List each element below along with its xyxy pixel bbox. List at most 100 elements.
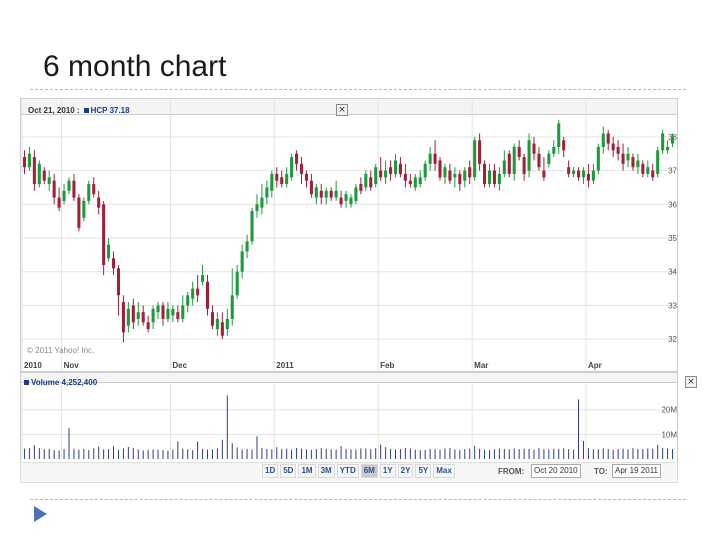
x-tick-label: 2010 [24,361,42,370]
candle-body [418,177,422,185]
candle-body [151,308,155,323]
y-tick-label: 34 [668,268,677,277]
candle-body [285,173,289,185]
date-axis-bar [20,372,678,383]
candle-body [205,281,210,309]
candle-body [136,312,140,319]
range-button-1d[interactable]: 1D [262,464,279,478]
candle-body [651,170,655,178]
candle-body [47,177,51,185]
candle-body [468,167,472,178]
candle-body [77,197,81,228]
candle-body [181,305,185,319]
candle-body [67,180,71,191]
range-button-6m[interactable]: 6M [360,464,378,478]
candle-body [379,170,383,178]
candle-body [319,190,323,198]
candle-body [304,173,308,181]
candle-body [656,150,660,174]
range-button-5d[interactable]: 5D [280,464,297,478]
price-panel-frame [20,98,678,372]
x-tick-label: 2011 [276,361,294,370]
volume-color-icon [24,380,29,385]
candle-body [557,123,561,147]
candle-body [497,173,501,185]
candle-body [329,190,333,198]
y-tick-label: 32 [668,335,677,344]
candle-body [646,167,650,174]
stock-chart-svg: 323334353637382010NovDec2011FebMarApr20M… [20,98,678,483]
y-tick-label: 36 [668,200,677,209]
range-button-2y[interactable]: 2Y [397,464,414,478]
candle-body [567,167,571,174]
candle-body [532,143,536,154]
range-button-ytd[interactable]: YTD [336,464,359,478]
candle-body [72,180,76,198]
quote-date: Oct 21, 2010 : [28,106,80,115]
quote-info: Oct 21, 2010 : HCP 37.18 [28,106,130,115]
volume-label: Volume [31,378,60,387]
candle-body [463,170,467,181]
to-date-input[interactable]: Apr 19 2011 [612,464,661,478]
x-tick-label: Apr [588,361,602,370]
candle-body [448,170,452,181]
range-button-1m[interactable]: 1M [298,464,316,478]
candle-body [527,140,531,171]
candle-body [87,184,91,201]
candle-body [502,160,506,174]
candle-body [581,170,586,178]
close-icon[interactable]: × [336,104,348,116]
candle-body [398,163,402,174]
candle-body [354,187,358,201]
candle-body [339,197,343,205]
candle-body [37,163,41,185]
candle-body [384,170,388,178]
candle-body [107,244,111,259]
candle-body [478,140,482,164]
y-tick-label: 35 [668,234,677,243]
candle-body [27,153,31,168]
top-divider [30,89,686,90]
candle-body [324,190,328,198]
candle-body [636,160,640,168]
candle-body [314,187,318,198]
candle-body [626,153,630,161]
close-volume-icon[interactable]: × [685,376,697,388]
candle-body [606,133,610,144]
candle-body [62,190,66,201]
candle-body [641,163,645,174]
quote-value: HCP 37.18 [90,106,130,115]
candle-body [225,318,229,330]
candle-body [166,308,170,319]
candle-body [334,190,338,198]
candle-body [215,318,219,330]
candle-body [423,163,427,178]
candle-body [97,197,101,208]
candle-body [453,173,457,178]
candle-body [547,153,551,164]
candle-body [220,322,224,336]
candle-body [230,295,234,319]
range-button-3m[interactable]: 3M [317,464,335,478]
candle-body [280,177,284,185]
x-tick-label: Feb [380,361,394,370]
candle-body [670,136,675,144]
candle-body [191,288,195,299]
candle-body [359,184,363,191]
candle-body [255,204,259,212]
candle-body [591,170,595,181]
candle-body [458,173,462,185]
candle-body [102,204,106,265]
candle-body [487,170,492,185]
candle-body [131,305,135,323]
from-date-input[interactable]: Oct 20 2010 [531,464,581,478]
candle-body [562,140,566,151]
range-button-5y[interactable]: 5Y [415,464,432,478]
candle-body [443,167,447,178]
range-button-1y[interactable]: 1Y [379,464,396,478]
range-button-max[interactable]: Max [433,464,455,478]
candle-body [517,146,521,158]
candle-body [176,312,180,319]
bottom-divider [30,499,686,500]
candle-body [32,157,36,185]
